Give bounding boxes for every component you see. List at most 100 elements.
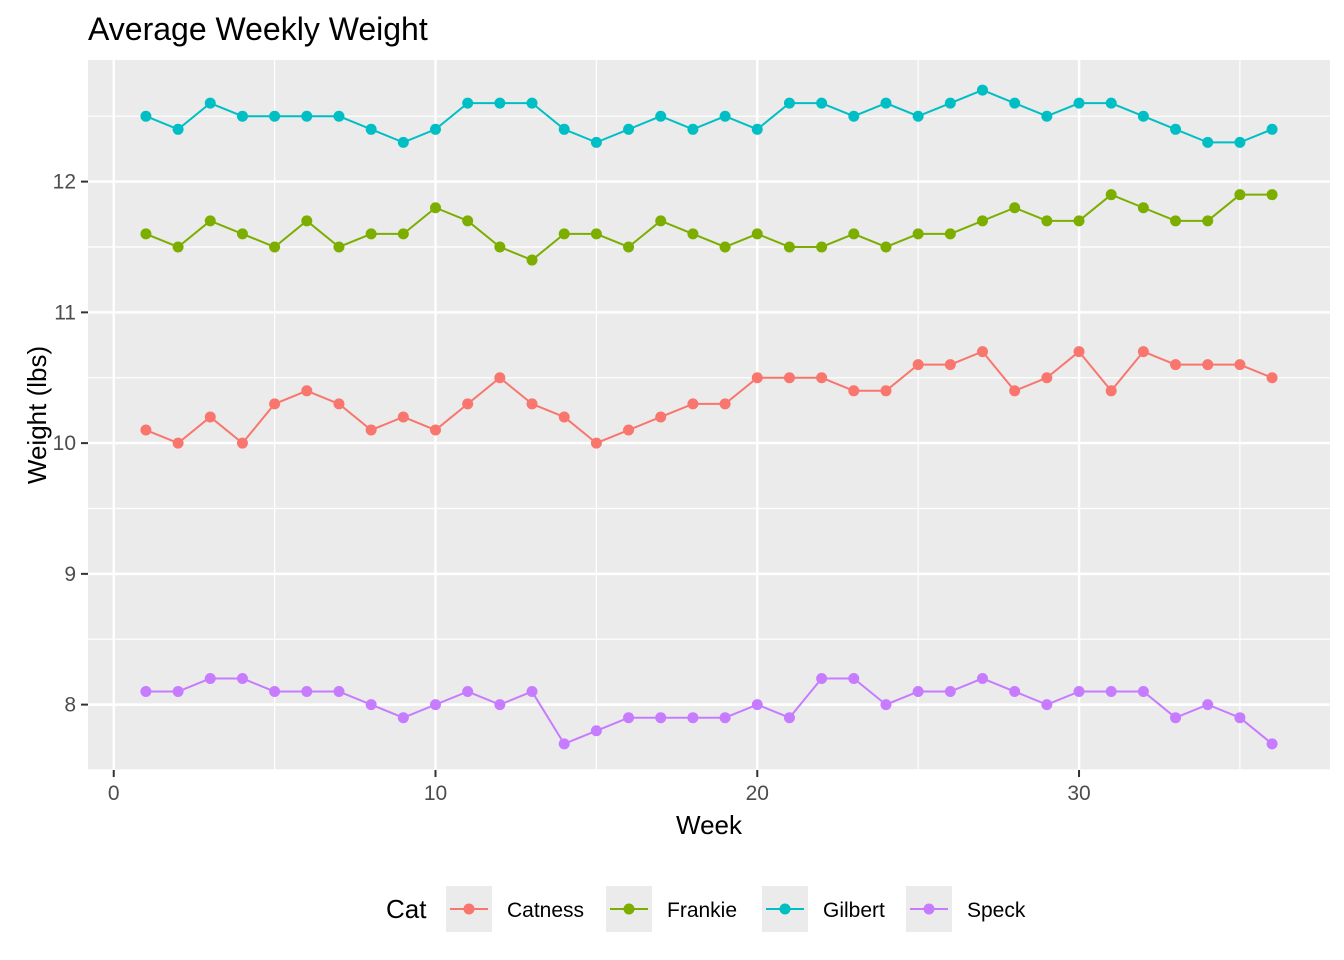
data-point-speck	[333, 686, 345, 698]
data-point-gilbert	[1137, 110, 1149, 122]
data-point-gilbert	[590, 136, 602, 148]
data-point-frankie	[430, 202, 442, 214]
data-point-catness	[526, 398, 538, 410]
data-point-frankie	[236, 228, 248, 240]
data-point-speck	[269, 686, 281, 698]
data-point-gilbert	[1170, 123, 1182, 135]
data-point-speck	[976, 672, 988, 684]
y-tick-label: 10	[53, 432, 76, 455]
x-tick-label: 0	[108, 782, 120, 805]
data-point-frankie	[301, 215, 313, 227]
data-point-speck	[848, 672, 860, 684]
legend-item-speck: Speck	[906, 886, 1026, 932]
data-point-catness	[365, 424, 377, 436]
data-point-gilbert	[558, 123, 570, 135]
legend-label-catness: Catness	[507, 899, 584, 922]
data-point-catness	[623, 424, 635, 436]
data-point-gilbert	[172, 123, 184, 135]
data-point-speck	[526, 686, 538, 698]
data-point-gilbert	[397, 136, 409, 148]
legend-item-frankie: Frankie	[606, 886, 737, 932]
series-gilbert	[140, 84, 1278, 148]
data-point-speck	[912, 686, 924, 698]
data-point-gilbert	[301, 110, 313, 122]
data-point-gilbert	[655, 110, 667, 122]
data-point-gilbert	[687, 123, 699, 135]
data-point-frankie	[751, 228, 763, 240]
series-layer	[140, 84, 1278, 750]
data-point-speck	[1105, 686, 1117, 698]
data-point-speck	[494, 699, 506, 711]
legend-item-catness: Catness	[446, 886, 584, 932]
data-point-catness	[1170, 359, 1182, 371]
data-point-gilbert	[526, 97, 538, 109]
series-catness	[140, 346, 1278, 449]
y-tick-label: 8	[64, 694, 76, 717]
data-point-speck	[1009, 686, 1021, 698]
data-point-frankie	[719, 241, 731, 253]
data-point-frankie	[783, 241, 795, 253]
data-point-frankie	[816, 241, 828, 253]
data-point-catness	[333, 398, 345, 410]
legend-title: Cat	[386, 894, 427, 924]
data-point-gilbert	[333, 110, 345, 122]
data-point-gilbert	[1202, 136, 1214, 148]
data-point-gilbert	[140, 110, 152, 122]
data-point-catness	[558, 411, 570, 423]
data-point-frankie	[333, 241, 345, 253]
data-point-catness	[430, 424, 442, 436]
data-point-catness	[880, 385, 892, 397]
data-point-gilbert	[1105, 97, 1117, 109]
data-point-gilbert	[1009, 97, 1021, 109]
data-point-catness	[1009, 385, 1021, 397]
data-point-catness	[397, 411, 409, 423]
data-point-frankie	[1266, 189, 1278, 201]
data-point-speck	[655, 712, 667, 724]
data-point-gilbert	[751, 123, 763, 135]
data-point-speck	[751, 699, 763, 711]
data-point-frankie	[140, 228, 152, 240]
data-point-catness	[269, 398, 281, 410]
data-point-speck	[397, 712, 409, 724]
x-axis-title: Week	[676, 810, 743, 840]
data-point-catness	[912, 359, 924, 371]
y-axis-title: Weight (lbs)	[22, 346, 52, 484]
data-point-speck	[880, 699, 892, 711]
data-point-catness	[1041, 372, 1053, 384]
data-point-speck	[783, 712, 795, 724]
data-point-catness	[1202, 359, 1214, 371]
data-point-catness	[301, 385, 313, 397]
data-point-catness	[140, 424, 152, 436]
data-point-catness	[848, 385, 860, 397]
data-point-frankie	[1009, 202, 1021, 214]
data-point-gilbert	[1266, 123, 1278, 135]
data-point-speck	[430, 699, 442, 711]
data-point-speck	[719, 712, 731, 724]
y-tick-label: 12	[53, 171, 76, 194]
data-point-speck	[1073, 686, 1085, 698]
y-tick-label: 11	[54, 301, 76, 324]
data-point-speck	[140, 686, 152, 698]
data-point-frankie	[1137, 202, 1149, 214]
data-point-speck	[236, 672, 248, 684]
data-point-gilbert	[623, 123, 635, 135]
legend-key-point	[923, 903, 935, 915]
data-point-speck	[301, 686, 313, 698]
data-point-gilbert	[719, 110, 731, 122]
data-point-frankie	[1234, 189, 1246, 201]
data-point-catness	[1234, 359, 1246, 371]
legend-key-point	[463, 903, 475, 915]
data-point-speck	[365, 699, 377, 711]
data-point-frankie	[590, 228, 602, 240]
data-point-frankie	[655, 215, 667, 227]
legend-key-point	[779, 903, 791, 915]
data-point-frankie	[558, 228, 570, 240]
data-point-gilbert	[204, 97, 216, 109]
data-point-catness	[462, 398, 474, 410]
data-point-gilbert	[880, 97, 892, 109]
legend-label-gilbert: Gilbert	[823, 899, 885, 922]
data-point-speck	[172, 686, 184, 698]
data-point-catness	[719, 398, 731, 410]
data-point-speck	[204, 672, 216, 684]
